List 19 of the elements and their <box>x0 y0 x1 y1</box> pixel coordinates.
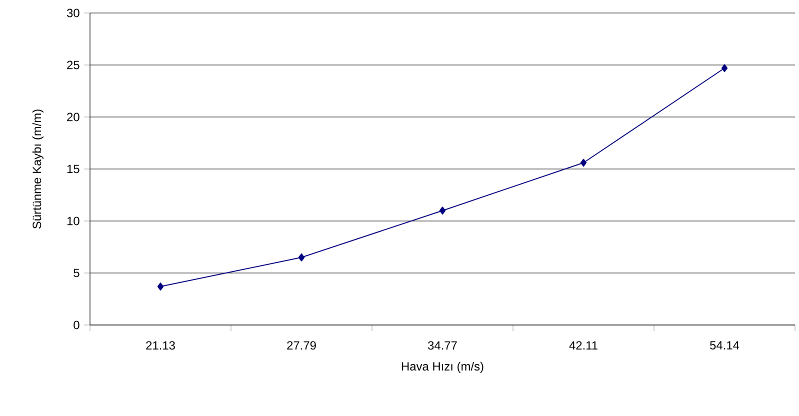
x-axis-title: Hava Hızı (m/s) <box>402 362 484 373</box>
y-tick-label: 25 <box>67 60 80 70</box>
x-tick-label: 42.11 <box>569 341 598 350</box>
y-axis-title: Sürtünme Kaybı (m/m) <box>32 110 44 229</box>
y-tick-label: 5 <box>74 268 80 278</box>
point <box>439 206 446 215</box>
y-tick-label: 10 <box>67 216 80 226</box>
y-tick-label: 15 <box>67 164 80 174</box>
point <box>580 158 587 167</box>
x-tick-label: 34.77 <box>428 341 457 350</box>
point <box>721 64 728 72</box>
x-tick-label: 27.79 <box>287 341 316 350</box>
point <box>298 253 305 262</box>
x-tick-label: 54.14 <box>710 341 740 350</box>
x-tick-label: 21.13 <box>146 341 175 350</box>
y-tick-label: 0 <box>74 320 80 330</box>
y-tick-label: 20 <box>67 112 80 122</box>
point <box>157 282 164 291</box>
y-tick-label: 30 <box>66 8 80 18</box>
